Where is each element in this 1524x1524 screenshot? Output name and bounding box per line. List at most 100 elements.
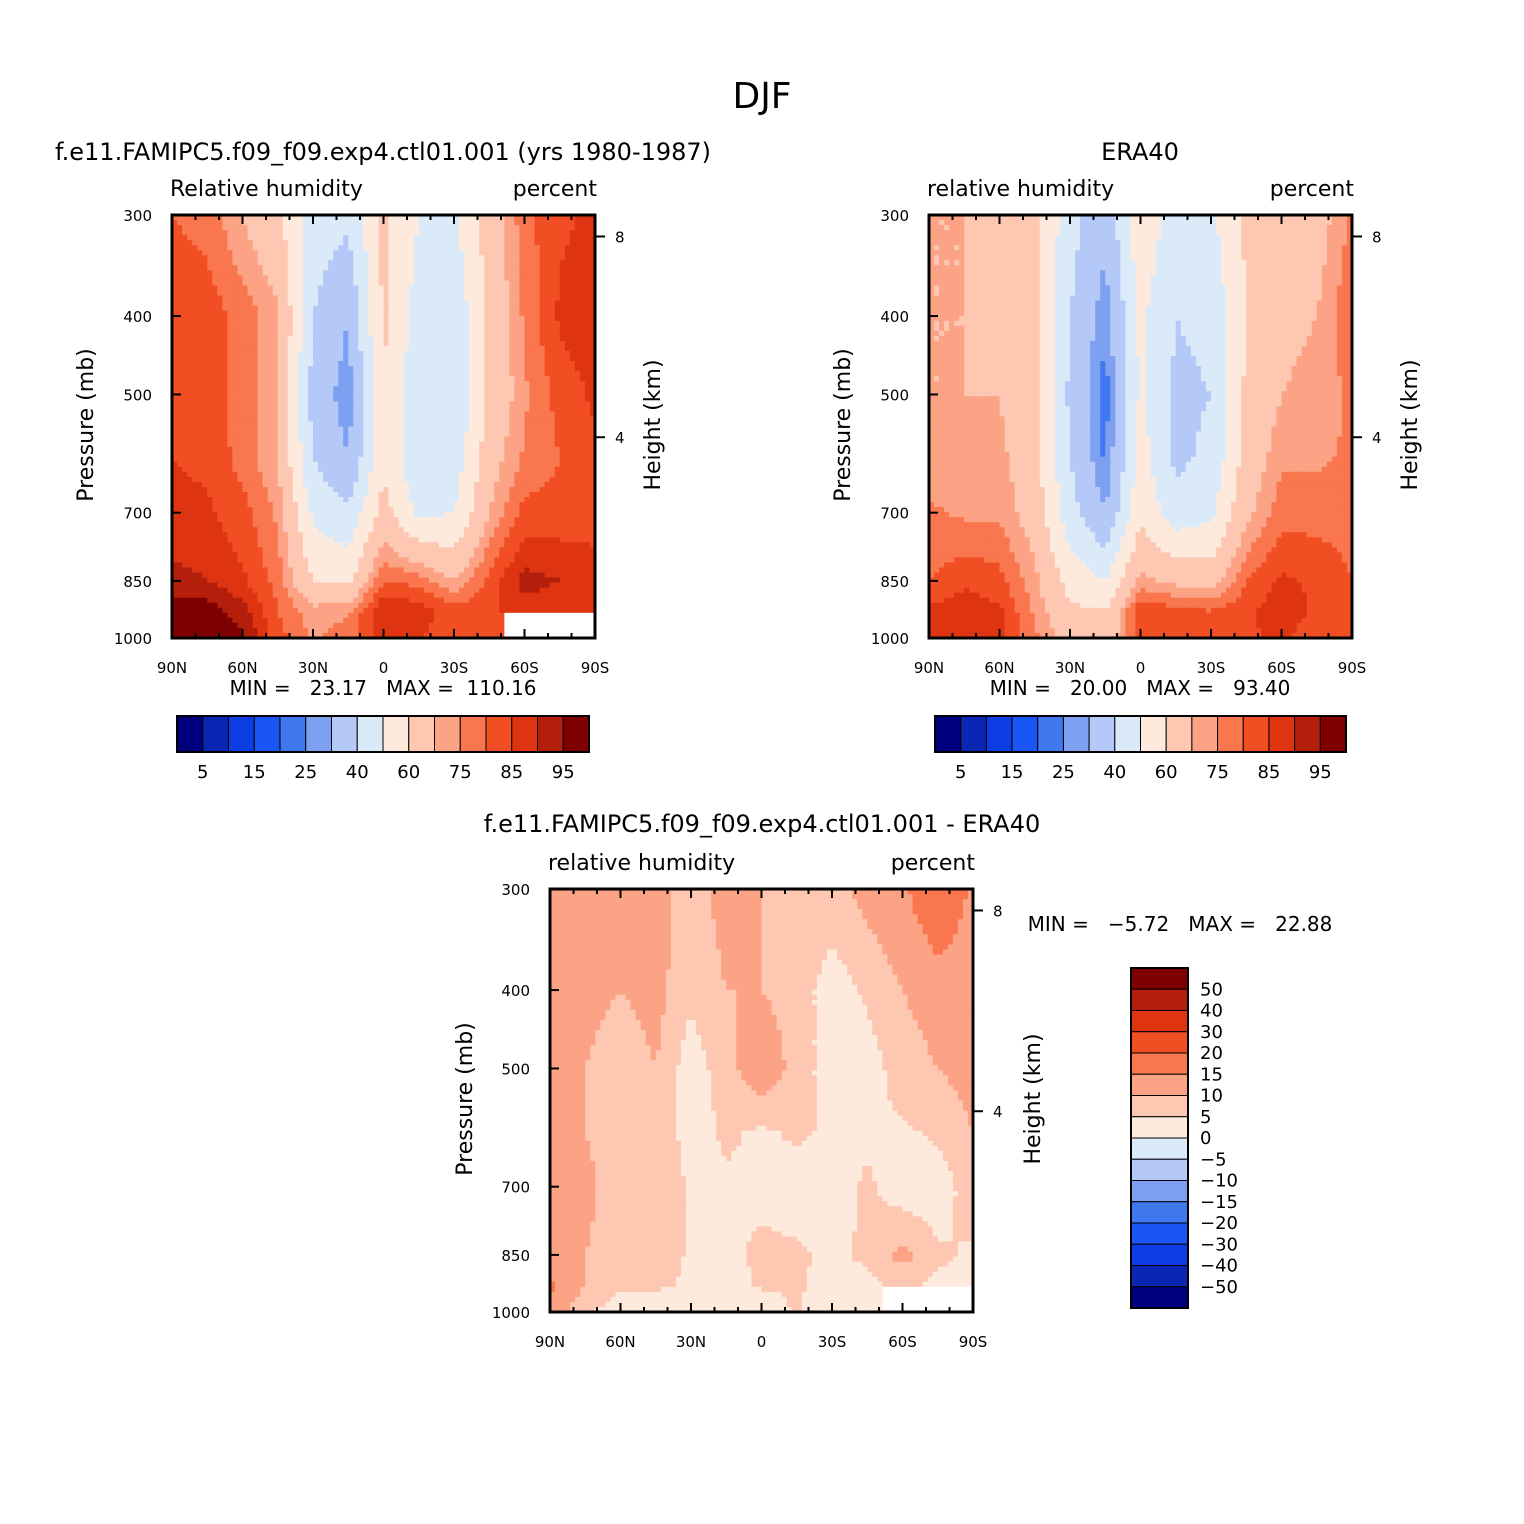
field-cell bbox=[378, 441, 385, 448]
field-cell bbox=[363, 356, 369, 362]
field-cell bbox=[484, 391, 490, 397]
field-cell bbox=[539, 361, 546, 367]
field-cell bbox=[579, 260, 586, 266]
field-cell bbox=[348, 340, 354, 347]
field-cell bbox=[313, 350, 319, 357]
field-cell bbox=[262, 441, 269, 448]
field-cell bbox=[514, 290, 521, 297]
field-cell bbox=[277, 230, 284, 236]
field-cell bbox=[363, 491, 369, 498]
field-cell bbox=[313, 295, 319, 302]
field-cell bbox=[378, 426, 385, 433]
field-cell bbox=[373, 476, 380, 483]
field-cell bbox=[338, 235, 344, 241]
field-cell bbox=[333, 270, 339, 277]
field-cell bbox=[474, 265, 480, 271]
field-cell bbox=[252, 426, 259, 433]
field-cell bbox=[292, 290, 299, 297]
field-cell bbox=[584, 436, 591, 443]
field-cell bbox=[524, 481, 531, 488]
field-cell bbox=[177, 386, 183, 392]
field-cell bbox=[242, 350, 249, 357]
field-cell bbox=[232, 421, 239, 428]
field-cell bbox=[212, 411, 218, 418]
field-cell bbox=[187, 431, 193, 438]
field-cell bbox=[182, 376, 188, 382]
field-cell bbox=[489, 265, 495, 271]
field-cell bbox=[313, 416, 319, 423]
field-cell bbox=[438, 491, 445, 498]
field-cell bbox=[589, 340, 595, 347]
field-cell bbox=[358, 250, 364, 256]
field-cell bbox=[569, 240, 576, 246]
field-cell bbox=[277, 356, 284, 362]
field-cell bbox=[574, 280, 581, 287]
field-cell bbox=[579, 235, 586, 241]
field-cell bbox=[318, 330, 324, 337]
field-cell bbox=[237, 361, 244, 367]
field-cell bbox=[247, 335, 254, 342]
field-cell bbox=[338, 230, 344, 236]
field-cell bbox=[423, 285, 430, 292]
field-cell bbox=[534, 461, 541, 468]
field-cell bbox=[408, 245, 415, 251]
field-cell bbox=[589, 315, 595, 322]
field-cell bbox=[232, 235, 239, 241]
field-cell bbox=[318, 240, 324, 246]
field-cell bbox=[368, 421, 375, 428]
field-cell bbox=[323, 446, 329, 453]
field-cell bbox=[433, 361, 440, 367]
field-cell bbox=[393, 507, 400, 513]
field-cell bbox=[353, 255, 359, 261]
field-cell bbox=[418, 451, 425, 458]
field-cell bbox=[559, 345, 566, 352]
field-cell bbox=[333, 320, 339, 327]
field-cell bbox=[474, 376, 480, 382]
field-cell bbox=[388, 416, 395, 423]
field-cell bbox=[408, 461, 415, 468]
field-cell bbox=[343, 285, 349, 292]
field-cell bbox=[529, 330, 536, 337]
field-cell bbox=[524, 461, 531, 468]
field-cell bbox=[247, 220, 254, 226]
field-cell bbox=[408, 330, 415, 337]
field-cell bbox=[182, 461, 188, 468]
field-cell bbox=[187, 366, 193, 372]
field-cell bbox=[403, 240, 410, 246]
field-cell bbox=[388, 275, 395, 282]
field-cell bbox=[353, 391, 359, 397]
field-cell bbox=[247, 366, 254, 372]
field-cell bbox=[438, 441, 445, 448]
field-cell bbox=[277, 300, 284, 307]
field-cell bbox=[559, 265, 566, 271]
field-cell bbox=[433, 325, 440, 332]
field-cell bbox=[242, 330, 249, 337]
field-cell bbox=[509, 502, 516, 508]
field-cell bbox=[438, 376, 445, 382]
field-cell bbox=[237, 391, 244, 397]
field-cell bbox=[217, 396, 223, 402]
field-cell bbox=[574, 345, 581, 352]
field-cell bbox=[307, 220, 314, 226]
field-cell bbox=[277, 386, 284, 392]
field-cell bbox=[489, 215, 495, 221]
field-cell bbox=[187, 416, 193, 423]
field-cell bbox=[182, 335, 188, 342]
field-cell bbox=[524, 456, 531, 463]
field-cell bbox=[348, 366, 354, 372]
field-cell bbox=[333, 335, 339, 342]
field-cell bbox=[418, 476, 425, 483]
field-cell bbox=[514, 476, 521, 483]
field-cell bbox=[433, 491, 440, 498]
field-cell bbox=[403, 310, 410, 317]
field-cell bbox=[242, 446, 249, 453]
field-cell bbox=[579, 300, 586, 307]
field-cell bbox=[504, 426, 510, 433]
field-cell bbox=[287, 497, 294, 503]
field-cell bbox=[459, 315, 465, 322]
field-cell bbox=[222, 260, 228, 266]
field-cell bbox=[448, 461, 455, 468]
field-cell bbox=[509, 330, 516, 337]
field-cell bbox=[569, 250, 576, 256]
field-cell bbox=[222, 270, 228, 277]
